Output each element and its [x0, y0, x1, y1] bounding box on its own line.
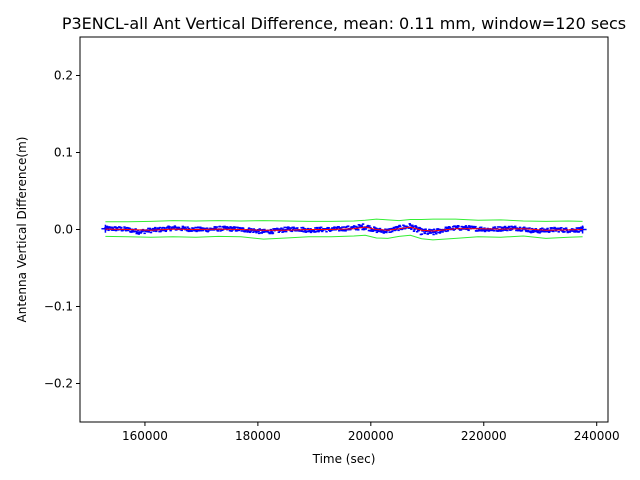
series-line	[105, 218, 583, 223]
y-axis-label: Antenna Vertical Difference(m)	[15, 137, 29, 323]
y-tick-label: −0.1	[44, 300, 73, 314]
x-axis: 160000 180000 200000 220000 240000	[122, 422, 620, 443]
x-tick-label: 180000	[235, 429, 281, 443]
x-axis-label: Time (sec)	[312, 452, 376, 466]
y-tick-label: 0.1	[54, 146, 73, 160]
x-tick-label: 240000	[574, 429, 620, 443]
y-tick-label: 0.2	[54, 69, 73, 83]
series-layer	[101, 218, 587, 241]
chart-title: P3ENCL-all Ant Vertical Difference, mean…	[62, 14, 626, 33]
x-tick-label: 200000	[348, 429, 394, 443]
x-tick-label: 220000	[461, 429, 507, 443]
x-tick-label: 160000	[122, 429, 168, 443]
y-tick-label: 0.0	[54, 223, 73, 237]
plot-area	[101, 218, 587, 241]
series-line	[105, 234, 583, 241]
y-axis: −0.2 −0.1 0.0 0.1 0.2	[44, 69, 80, 391]
y-tick-label: −0.2	[44, 377, 73, 391]
series-line	[105, 226, 583, 232]
